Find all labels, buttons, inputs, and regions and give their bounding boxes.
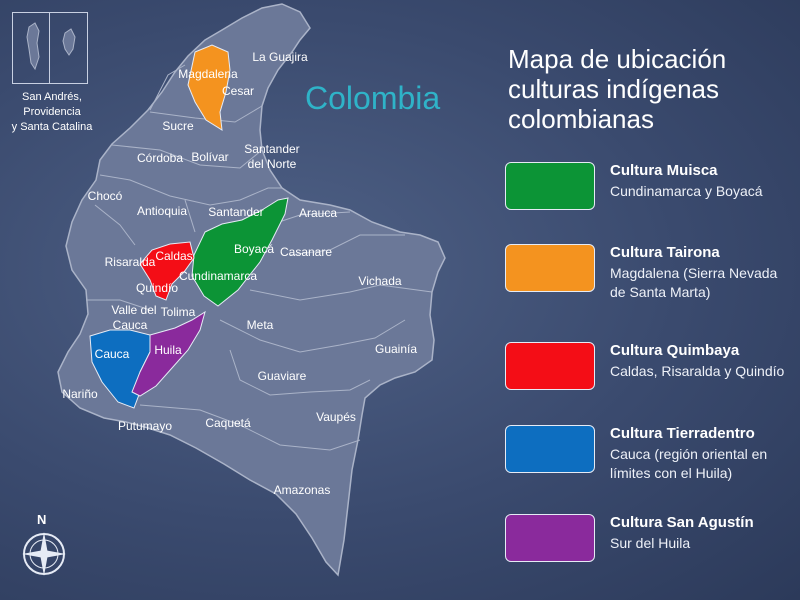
label-valle-1: Valle del bbox=[111, 303, 156, 317]
label-norte-santander-1: Santander bbox=[244, 142, 299, 156]
region-muisca bbox=[191, 197, 289, 307]
label-tolima: Tolima bbox=[161, 305, 196, 319]
legend-item-quimbaya: Cultura Quimbaya Caldas, Risaralda y Qui… bbox=[505, 342, 795, 402]
compass-icon bbox=[22, 532, 66, 576]
legend-name: Cultura Quimbaya bbox=[610, 342, 740, 359]
label-guainia: Guainía bbox=[375, 342, 417, 356]
label-huila: Huila bbox=[154, 343, 182, 357]
label-cundinamarca: Cundinamarca bbox=[179, 269, 257, 283]
label-cesar: Cesar bbox=[222, 84, 254, 98]
department-borders bbox=[86, 64, 433, 451]
label-arauca: Arauca bbox=[299, 206, 337, 220]
legend-name: Cultura Muisca bbox=[610, 162, 718, 179]
legend-swatch bbox=[505, 244, 595, 292]
legend-desc: Magdalena (Sierra Nevada de Santa Marta) bbox=[610, 265, 778, 300]
region-quimbaya bbox=[139, 241, 195, 301]
label-santander: Santander bbox=[208, 205, 263, 219]
legend-name: Cultura Tairona bbox=[610, 244, 720, 261]
label-caldas: Caldas bbox=[155, 249, 192, 263]
label-vichada: Vichada bbox=[358, 274, 401, 288]
country-shape bbox=[57, 3, 446, 577]
label-bolivar: Bolívar bbox=[191, 150, 228, 164]
legend-swatch bbox=[505, 425, 595, 473]
label-putumayo: Putumayo bbox=[118, 419, 172, 433]
legend-desc: Caldas, Risaralda y Quindío bbox=[610, 363, 785, 379]
san-andres-inset bbox=[12, 12, 88, 84]
legend-title-line: Mapa de ubicación bbox=[508, 44, 727, 74]
legend-swatch bbox=[505, 514, 595, 562]
label-antioquia: Antioquia bbox=[137, 204, 187, 218]
label-meta: Meta bbox=[247, 318, 274, 332]
label-la-guajira: La Guajira bbox=[252, 50, 308, 64]
label-quindio: Quindío bbox=[136, 281, 178, 295]
country-title: Colombia bbox=[305, 80, 441, 116]
label-narino: Nariño bbox=[62, 387, 98, 401]
inset-caption-line: y Santa Catalina bbox=[11, 121, 93, 133]
legend-desc: Sur del Huila bbox=[610, 535, 691, 551]
label-boyaca: Boyacá bbox=[234, 242, 274, 256]
label-vaupes: Vaupés bbox=[316, 410, 356, 424]
label-cordoba: Córdoba bbox=[137, 151, 183, 165]
legend-item-muisca: Cultura Muisca Cundinamarca y Boyacá bbox=[505, 162, 795, 222]
label-choco: Chocó bbox=[88, 189, 123, 203]
legend-item-tierradentro: Cultura Tierradentro Cauca (región orien… bbox=[505, 425, 795, 485]
legend-item-tairona: Cultura Tairona Magdalena (Sierra Nevada… bbox=[505, 244, 795, 304]
department-labels: La Guajira Magdalena Cesar Sucre Santand… bbox=[62, 50, 417, 497]
compass-rose: N bbox=[18, 512, 70, 582]
label-sucre: Sucre bbox=[162, 119, 194, 133]
label-magdalena: Magdalena bbox=[178, 67, 238, 81]
inset-caption-line: Providencia bbox=[23, 106, 81, 118]
label-caqueta: Caquetá bbox=[205, 416, 251, 430]
inset-islands bbox=[26, 22, 76, 71]
legend-swatch bbox=[505, 162, 595, 210]
label-norte-santander-2: del Norte bbox=[248, 157, 297, 171]
label-casanare: Casanare bbox=[280, 245, 332, 259]
region-san-agustin bbox=[131, 310, 206, 397]
label-risaralda: Risaralda bbox=[105, 255, 156, 269]
legend-name: Cultura Tierradentro bbox=[610, 425, 755, 442]
legend-title-line: colombianas bbox=[508, 104, 654, 134]
inset-caption-line: San Andrés, bbox=[22, 91, 82, 103]
legend-swatch bbox=[505, 342, 595, 390]
legend-item-san-agustin: Cultura San Agustín Sur del Huila bbox=[505, 514, 795, 574]
legend-desc: Cauca (región oriental en límites con el… bbox=[610, 446, 768, 481]
label-valle-2: Cauca bbox=[113, 318, 148, 332]
label-cauca: Cauca bbox=[95, 347, 130, 361]
region-tairona bbox=[187, 44, 231, 131]
inset-divider bbox=[49, 13, 50, 83]
legend-name: Cultura San Agustín bbox=[610, 514, 754, 531]
label-guaviare: Guaviare bbox=[258, 369, 307, 383]
inset-caption: San Andrés, Providencia y Santa Catalina bbox=[0, 90, 104, 135]
north-label: N bbox=[37, 512, 47, 527]
legend-desc: Cundinamarca y Boyacá bbox=[610, 183, 763, 199]
legend-title: Mapa de ubicación culturas indígenas col… bbox=[508, 44, 788, 134]
legend-title-line: culturas indígenas bbox=[508, 74, 720, 104]
label-amazonas: Amazonas bbox=[274, 483, 331, 497]
